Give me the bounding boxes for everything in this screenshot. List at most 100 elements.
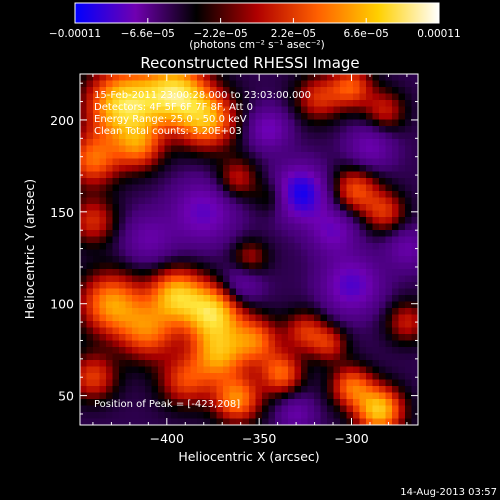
heatmap-cell xyxy=(242,360,250,368)
heatmap-cell xyxy=(379,412,387,420)
heatmap-cell xyxy=(138,100,146,108)
heatmap-cell xyxy=(281,113,289,121)
heatmap-cell xyxy=(112,275,120,283)
heatmap-cell xyxy=(138,418,146,425)
heatmap-cell xyxy=(262,80,270,88)
heatmap-cell xyxy=(366,392,374,400)
heatmap-cell xyxy=(190,145,198,153)
heatmap-cell xyxy=(301,249,309,257)
heatmap-cell xyxy=(203,217,211,225)
heatmap-cell xyxy=(229,327,237,335)
y-tick-label: 200 xyxy=(50,113,74,128)
heatmap-cell xyxy=(119,106,127,114)
heatmap-cell xyxy=(132,269,140,277)
heatmap-cell xyxy=(203,295,211,303)
heatmap-cell xyxy=(197,171,205,179)
heatmap-cell xyxy=(177,256,185,264)
heatmap-cell xyxy=(138,243,146,251)
heatmap-cell xyxy=(203,314,211,322)
heatmap-cell xyxy=(294,392,302,400)
heatmap-cell xyxy=(372,243,380,251)
heatmap-cell xyxy=(398,366,406,374)
heatmap-cell xyxy=(132,132,140,140)
heatmap-cell xyxy=(275,308,283,316)
heatmap-cell xyxy=(145,204,153,212)
heatmap-cell xyxy=(268,191,276,199)
heatmap-cell xyxy=(119,366,127,374)
heatmap-cell xyxy=(275,191,283,199)
heatmap-cell xyxy=(80,269,88,277)
heatmap-cell xyxy=(125,295,133,303)
heatmap-cell xyxy=(346,80,354,88)
heatmap-cell xyxy=(197,288,205,296)
heatmap-cell xyxy=(359,373,367,381)
heatmap-cell xyxy=(392,243,400,251)
heatmap-cell xyxy=(268,139,276,147)
heatmap-cell xyxy=(138,262,146,270)
heatmap-cell xyxy=(385,412,393,420)
heatmap-cell xyxy=(353,171,361,179)
heatmap-cell xyxy=(184,158,192,166)
heatmap-cell xyxy=(281,217,289,225)
heatmap-cell xyxy=(112,191,120,199)
heatmap-cell xyxy=(385,119,393,127)
heatmap-cell xyxy=(359,210,367,218)
heatmap-cell xyxy=(197,152,205,160)
heatmap-cell xyxy=(93,392,101,400)
heatmap-cell xyxy=(411,386,418,394)
heatmap-cell xyxy=(86,405,94,413)
heatmap-cell xyxy=(359,269,367,277)
heatmap-cell xyxy=(366,418,374,425)
heatmap-cell xyxy=(320,295,328,303)
heatmap-cell xyxy=(216,126,224,134)
heatmap-cell xyxy=(151,256,159,264)
heatmap-cell xyxy=(359,295,367,303)
heatmap-cell xyxy=(164,217,172,225)
heatmap-cell xyxy=(379,106,387,114)
heatmap-cell xyxy=(346,262,354,270)
heatmap-cell xyxy=(86,256,94,264)
heatmap-cell xyxy=(223,210,231,218)
heatmap-cell xyxy=(184,269,192,277)
heatmap-cell xyxy=(138,275,146,283)
heatmap-cell xyxy=(327,314,335,322)
heatmap-cell xyxy=(346,353,354,361)
heatmap-cell xyxy=(119,243,127,251)
heatmap-cell xyxy=(288,236,296,244)
heatmap-cell xyxy=(112,217,120,225)
heatmap-cell xyxy=(138,386,146,394)
heatmap-cell xyxy=(229,217,237,225)
heatmap-cell xyxy=(333,197,341,205)
heatmap-cell xyxy=(340,139,348,147)
heatmap-cell xyxy=(145,418,153,425)
heatmap-cell xyxy=(86,392,94,400)
heatmap-cell xyxy=(80,256,88,264)
heatmap-cell xyxy=(314,347,322,355)
heatmap-cell xyxy=(327,418,335,425)
heatmap-cell xyxy=(203,178,211,186)
heatmap-cell xyxy=(275,256,283,264)
heatmap-cell xyxy=(314,301,322,309)
heatmap-cell xyxy=(392,171,400,179)
heatmap-cell xyxy=(372,210,380,218)
heatmap-cell xyxy=(197,249,205,257)
heatmap-cell xyxy=(353,256,361,264)
heatmap-cell xyxy=(229,93,237,101)
heatmap-cell xyxy=(86,197,94,205)
heatmap-cell xyxy=(164,132,172,140)
heatmap-cell xyxy=(340,282,348,290)
heatmap-cell xyxy=(255,262,263,270)
heatmap-cell xyxy=(236,158,244,166)
heatmap-cell xyxy=(242,282,250,290)
heatmap-cell xyxy=(216,249,224,257)
heatmap-cell xyxy=(314,113,322,121)
heatmap-cell xyxy=(392,152,400,160)
heatmap-cell xyxy=(93,236,101,244)
heatmap-cell xyxy=(138,379,146,387)
heatmap-cell xyxy=(99,308,107,316)
heatmap-cell xyxy=(99,418,107,425)
heatmap-cell xyxy=(86,113,94,121)
heatmap-cell xyxy=(405,366,413,374)
heatmap-cell xyxy=(255,217,263,225)
heatmap-cell xyxy=(340,87,348,95)
